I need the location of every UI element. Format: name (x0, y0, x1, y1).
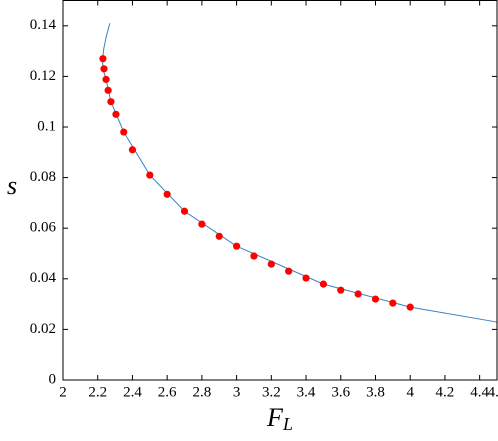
point (354, 290, 362, 298)
y-tick-label: 0.14 (30, 17, 57, 33)
point (250, 252, 258, 260)
point (104, 86, 112, 94)
plot-frame (62, 0, 498, 381)
y-tick-label: 0.1 (37, 118, 56, 134)
y-tick-label: 0.02 (30, 321, 56, 337)
x-tick-label: 4 (406, 384, 414, 400)
x-tick-label: 3.4 (297, 384, 316, 400)
point (215, 232, 223, 240)
x-tick-label: 4.5 (488, 384, 498, 400)
point (285, 267, 293, 275)
x-axis-label-subscript: L (282, 414, 293, 434)
point (100, 65, 108, 73)
point (99, 55, 107, 63)
y-tick-label: 0 (49, 371, 57, 387)
x-tick-label: 2.4 (123, 384, 142, 400)
point (371, 295, 380, 303)
x-axis-label: FL (266, 403, 293, 434)
point (406, 303, 414, 311)
y-axis-label: s (7, 171, 17, 200)
x-tick-label: 3.2 (262, 384, 281, 400)
point (198, 220, 206, 228)
point (112, 110, 120, 118)
x-tick-label: 3.6 (331, 384, 350, 400)
point (267, 260, 275, 268)
point (302, 274, 310, 282)
y-tick-label: 0.12 (30, 68, 56, 84)
x-tick-label: 4.4 (470, 384, 489, 400)
x-tick-label: 2 (59, 384, 67, 400)
x-tick-label: 3.8 (366, 384, 385, 400)
x-tick-label: 2.6 (158, 384, 177, 400)
y-tick-label: 0.04 (30, 270, 57, 286)
point (120, 128, 128, 136)
point (337, 286, 345, 294)
point (128, 146, 137, 154)
y-tick-label: 0.08 (30, 169, 56, 185)
x-tick-label: 2.2 (88, 384, 107, 400)
point (102, 75, 110, 84)
point (319, 280, 327, 288)
point (180, 207, 189, 215)
point (163, 190, 171, 198)
point (146, 171, 154, 179)
x-axis-label-main: F (266, 403, 284, 432)
point (107, 98, 115, 106)
x-tick-label: 2.8 (193, 384, 212, 400)
curve (102, 23, 498, 323)
x-tick-label: 3 (233, 384, 241, 400)
y-tick-label: 0.06 (30, 220, 57, 236)
x-tick-label: 4.2 (436, 384, 455, 400)
point (233, 242, 241, 250)
point (389, 299, 397, 307)
